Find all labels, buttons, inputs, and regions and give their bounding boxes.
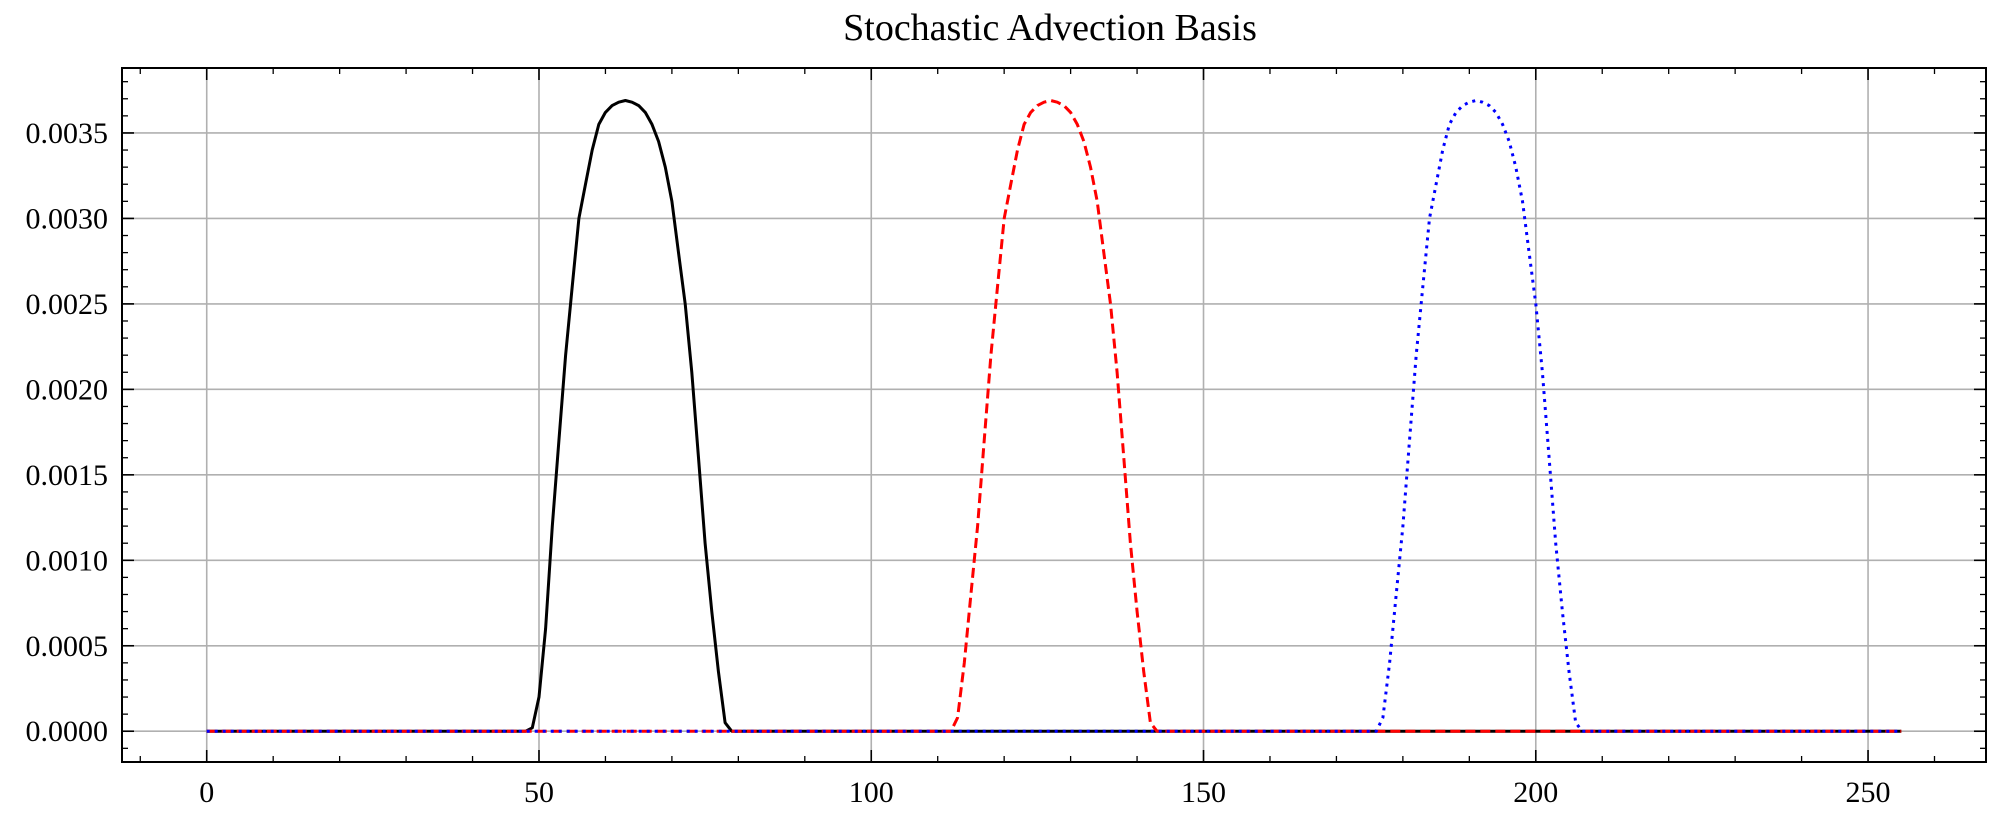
x-tick-label: 200 bbox=[1513, 776, 1558, 809]
y-tick-label: 0.0035 bbox=[26, 117, 109, 150]
chart-title: Stochastic Advection Basis bbox=[843, 7, 1257, 49]
y-tick-label: 0.0025 bbox=[26, 288, 109, 321]
tick-labels-layer: 0 50 100 150 200 250 0.0000 0.0005 0.0010 0.0015 0… bbox=[26, 117, 1891, 809]
y-tick-label: 0.0030 bbox=[26, 202, 109, 235]
x-tick-label: 100 bbox=[849, 776, 894, 809]
x-tick-label: 250 bbox=[1846, 776, 1891, 809]
plot-frame bbox=[121, 67, 1987, 763]
x-tick-label: 0 bbox=[199, 776, 214, 809]
grid-layer bbox=[122, 68, 1986, 762]
series-layer bbox=[206, 99, 1902, 733]
series-line-basis-1 bbox=[206, 99, 1902, 733]
y-tick-label: 0.0010 bbox=[26, 544, 109, 577]
y-tick-label: 0.0015 bbox=[26, 459, 109, 492]
y-tick-label: 0.0005 bbox=[26, 630, 109, 663]
ticks-layer bbox=[122, 68, 1986, 762]
y-tick-label: 0.0020 bbox=[26, 373, 109, 406]
x-tick-label: 150 bbox=[1181, 776, 1226, 809]
x-tick-label: 50 bbox=[524, 776, 554, 809]
y-tick-label: 0.0000 bbox=[26, 715, 109, 748]
series-line-basis-2 bbox=[206, 99, 1902, 733]
series-line-basis-3 bbox=[206, 99, 1902, 733]
